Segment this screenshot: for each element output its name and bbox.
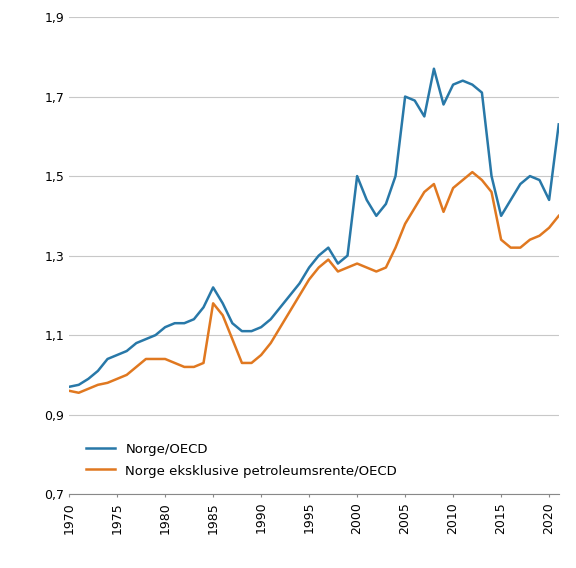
Norge eksklusive petroleumsrente/OECD	[248, 360, 255, 366]
Norge eksklusive petroleumsrente/OECD	[306, 276, 313, 283]
Line: Norge eksklusive petroleumsrente/OECD: Norge eksklusive petroleumsrente/OECD	[69, 172, 559, 393]
Line: Norge/OECD: Norge/OECD	[69, 69, 559, 387]
Norge/OECD	[555, 121, 562, 128]
Norge eksklusive petroleumsrente/OECD	[555, 212, 562, 219]
Norge/OECD	[526, 173, 533, 179]
Norge eksklusive petroleumsrente/OECD	[392, 244, 399, 251]
Norge/OECD	[382, 201, 389, 207]
Norge eksklusive petroleumsrente/OECD	[335, 268, 342, 275]
Legend: Norge/OECD, Norge eksklusive petroleumsrente/OECD: Norge/OECD, Norge eksklusive petroleumsr…	[81, 437, 403, 483]
Norge eksklusive petroleumsrente/OECD	[373, 268, 380, 275]
Norge/OECD	[430, 65, 437, 72]
Norge eksklusive petroleumsrente/OECD	[113, 375, 120, 382]
Norge/OECD	[104, 356, 111, 362]
Norge eksklusive petroleumsrente/OECD	[75, 390, 82, 396]
Norge/OECD	[66, 383, 73, 390]
Norge/OECD	[363, 197, 370, 203]
Norge eksklusive petroleumsrente/OECD	[469, 169, 476, 176]
Norge/OECD	[238, 328, 245, 335]
Norge/OECD	[296, 280, 303, 287]
Norge eksklusive petroleumsrente/OECD	[66, 387, 73, 394]
